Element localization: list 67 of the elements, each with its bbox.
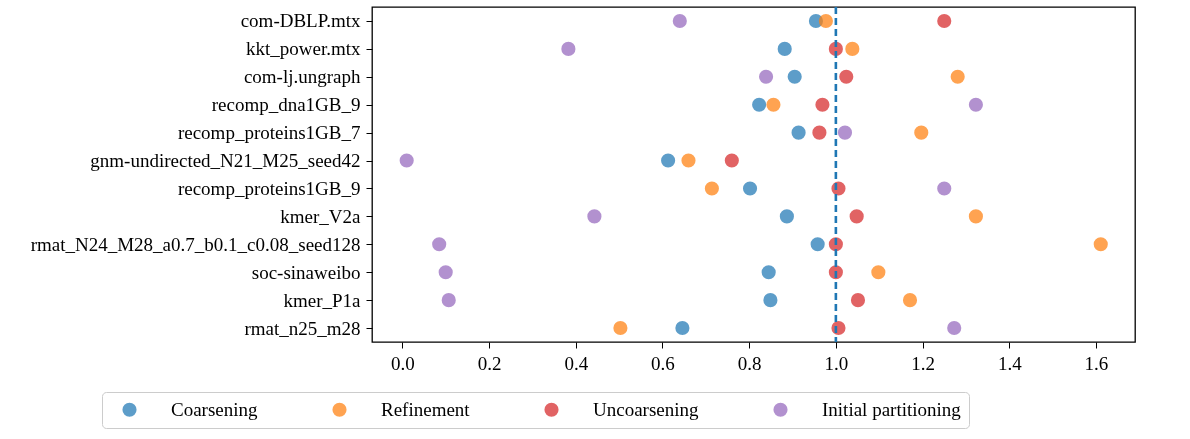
x-tick-label: 0.4 (564, 352, 589, 374)
point (947, 320, 962, 336)
point (766, 97, 781, 112)
point (791, 125, 806, 140)
point (839, 69, 854, 84)
x-tick-label: 1.6 (1084, 352, 1109, 374)
point (672, 13, 687, 29)
point (763, 293, 778, 308)
point (661, 153, 676, 168)
point (681, 153, 696, 168)
point (937, 13, 952, 29)
y-tick-label: soc-sinaweibo (251, 261, 361, 283)
x-tick-label: 1.0 (824, 352, 849, 374)
x-tick-label: 0.0 (390, 352, 415, 374)
point (587, 209, 602, 224)
point (1093, 237, 1108, 252)
point (812, 125, 827, 140)
point (845, 41, 860, 56)
y-tick-label: com-DBLP.mtx (240, 10, 361, 32)
point (752, 97, 767, 112)
point (818, 13, 833, 29)
y-tick-label: kmer_V2a (280, 205, 362, 227)
legend-label: Coarsening (171, 398, 259, 420)
y-tick-label: kmer_P1a (283, 289, 362, 311)
point (441, 293, 456, 308)
point (675, 320, 690, 336)
x-tick-label: 1.4 (997, 352, 1023, 374)
y-tick-label: recomp_dna1GB_9 (211, 94, 361, 116)
x-tick-label: 0.8 (737, 352, 762, 374)
y-tick-label: kkt_power.mtx (245, 38, 361, 60)
point (432, 237, 447, 252)
point (777, 41, 792, 56)
point (779, 209, 794, 224)
point (704, 181, 719, 196)
y-tick-label: rmat_N24_M28_a0.7_b0.1_c0.08_seed128 (30, 233, 361, 255)
point (902, 293, 918, 308)
point (968, 209, 983, 224)
point (871, 265, 886, 280)
point (438, 265, 453, 280)
legend-label: Uncoarsening (593, 398, 700, 420)
point (761, 265, 776, 280)
x-tick-label: 1.2 (911, 352, 935, 374)
y-tick-label: rmat_n25_m28 (244, 317, 361, 339)
point (914, 125, 929, 140)
point (968, 97, 983, 112)
point (561, 41, 576, 56)
point (837, 125, 853, 140)
y-tick-label: recomp_proteins1GB_9 (177, 177, 361, 199)
y-tick-label: gnm-undirected_N21_M25_seed42 (90, 150, 361, 172)
point (849, 209, 864, 224)
x-tick-label: 0.6 (651, 352, 675, 374)
point (950, 69, 965, 84)
point (810, 237, 825, 252)
legend-label: Initial partitioning (822, 398, 962, 420)
point (724, 153, 739, 168)
point (815, 97, 830, 112)
x-tick-label: 0.2 (477, 352, 502, 374)
point (613, 320, 628, 336)
y-tick-label: com-lj.ungraph (243, 66, 361, 88)
point (937, 181, 952, 196)
point (399, 153, 414, 168)
y-tick-label: recomp_proteins1GB_7 (177, 122, 361, 144)
point (850, 293, 866, 308)
point (759, 69, 774, 84)
point (742, 181, 758, 196)
legend-label: Refinement (381, 398, 471, 420)
point (787, 69, 802, 84)
